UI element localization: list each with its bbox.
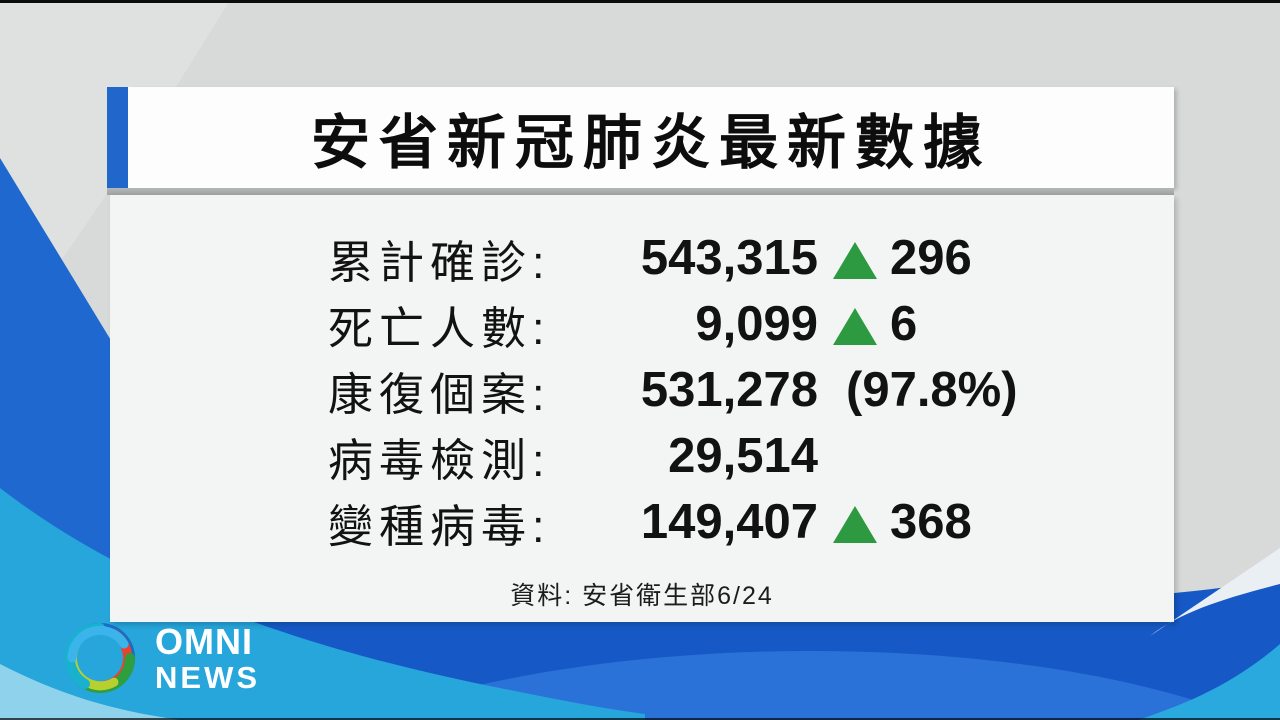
brand-line-news: NEWS <box>155 659 260 695</box>
stat-label: 康復個案: <box>328 368 551 420</box>
stat-label: 死亡人數: <box>328 302 551 354</box>
stat-delta: 296 <box>833 230 972 286</box>
stat-delta: (97.8%) <box>833 362 1018 418</box>
stat-value: 9,099 <box>695 297 818 351</box>
stat-delta-value: (97.8%) <box>846 363 1018 417</box>
top-letterbox-strip <box>0 0 1280 3</box>
stat-value: 29,514 <box>668 429 818 483</box>
stat-value: 543,315 <box>640 231 818 285</box>
panel-title: 安省新冠肺炎最新數據 <box>310 110 991 176</box>
stat-delta: 368 <box>833 494 972 550</box>
title-accent-bar <box>107 87 128 188</box>
table-row: 死亡人數: 9,099 6 <box>328 291 1158 357</box>
data-source-caption: 資料: 安省衛生部6/24 <box>510 582 774 610</box>
stat-label: 變種病毒: <box>328 500 551 552</box>
stat-label: 病毒檢測: <box>328 434 551 486</box>
stat-value: 531,278 <box>640 363 818 417</box>
stat-delta: 6 <box>833 296 917 352</box>
omni-news-wordmark: OMNI NEWS <box>155 620 260 695</box>
table-row: 康復個案: 531,278 (97.8%) <box>328 357 1158 423</box>
stat-delta-value: 368 <box>890 495 972 549</box>
stats-card: 累計確診: 543,315 296 死亡人數: 9,099 6 康復個案: 53… <box>110 195 1174 622</box>
omni-news-logo: OMNI NEWS <box>58 616 260 700</box>
stat-label: 累計確診: <box>328 236 551 288</box>
table-row: 病毒檢測: 29,514 <box>328 423 1158 489</box>
table-row: 變種病毒: 149,407 368 <box>328 489 1158 555</box>
stat-value: 149,407 <box>640 495 818 549</box>
title-bar: 安省新冠肺炎最新數據 <box>128 87 1174 188</box>
increase-triangle-icon <box>833 307 877 345</box>
increase-triangle-icon <box>833 505 877 543</box>
bottom-letterbox-strip <box>0 718 1280 720</box>
stat-delta-value: 296 <box>890 231 972 285</box>
brand-line-omni: OMNI <box>155 620 253 662</box>
omni-swirl-icon <box>64 622 135 694</box>
stat-delta-value: 6 <box>890 297 918 351</box>
table-row: 累計確診: 543,315 296 <box>328 225 1158 291</box>
stats-rows: 累計確診: 543,315 296 死亡人數: 9,099 6 康復個案: 53… <box>328 225 1158 555</box>
title-separator <box>107 188 1174 195</box>
increase-triangle-icon <box>833 241 877 279</box>
